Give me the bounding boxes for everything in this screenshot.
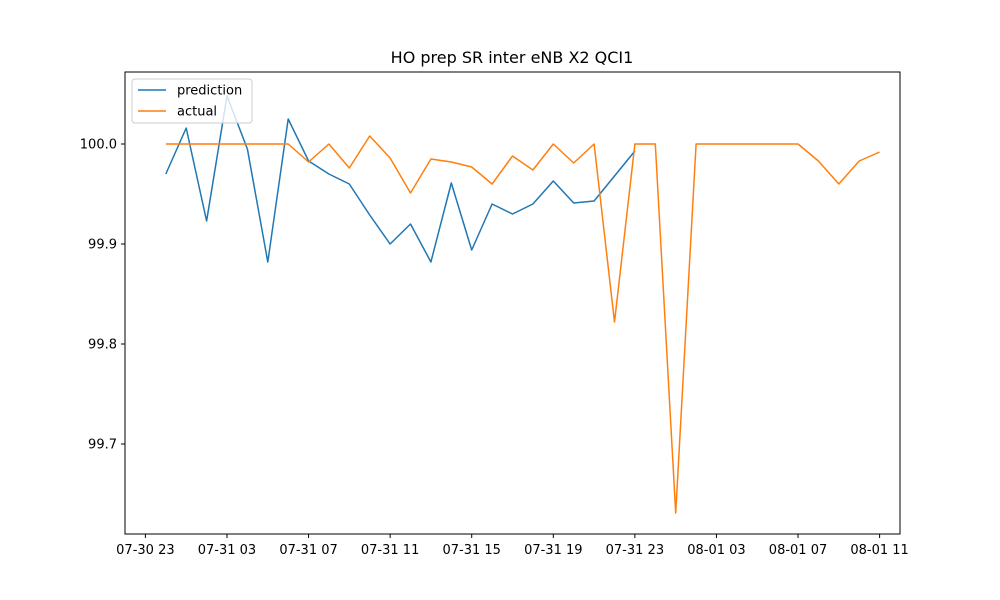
x-tick-label: 07-31 07 bbox=[279, 543, 337, 558]
y-tick-label: 100.0 bbox=[80, 138, 117, 153]
legend-label-prediction: prediction bbox=[177, 84, 242, 99]
legend: prediction actual bbox=[131, 78, 253, 124]
series-line-prediction bbox=[165, 95, 636, 263]
y-tick-label: 99.8 bbox=[88, 338, 117, 353]
series-layer bbox=[165, 95, 880, 514]
x-tick-label: 07-31 15 bbox=[442, 543, 500, 558]
x-tick-label: 07-30 23 bbox=[116, 543, 174, 558]
y-tick-label: 99.7 bbox=[88, 438, 117, 453]
x-tick-label: 08-01 07 bbox=[769, 543, 827, 558]
x-tick-label: 07-31 23 bbox=[606, 543, 664, 558]
series-line-actual bbox=[165, 135, 880, 514]
x-tick-label: 08-01 03 bbox=[687, 543, 745, 558]
x-tick-label: 08-01 11 bbox=[850, 543, 908, 558]
x-tick-label: 07-31 03 bbox=[198, 543, 256, 558]
x-tick-label: 07-31 19 bbox=[524, 543, 582, 558]
chart-title: HO prep SR inter eNB X2 QCI1 bbox=[391, 48, 634, 67]
y-axis: 99.7 99.8 99.9 100.0 bbox=[80, 138, 125, 453]
legend-label-actual: actual bbox=[177, 105, 217, 120]
plot-frame bbox=[124, 71, 901, 535]
y-tick-label: 99.9 bbox=[88, 238, 117, 253]
x-axis: 07-30 23 07-31 03 07-31 07 07-31 11 07-31 15… bbox=[116, 534, 909, 558]
x-tick-label: 07-31 11 bbox=[361, 543, 419, 558]
